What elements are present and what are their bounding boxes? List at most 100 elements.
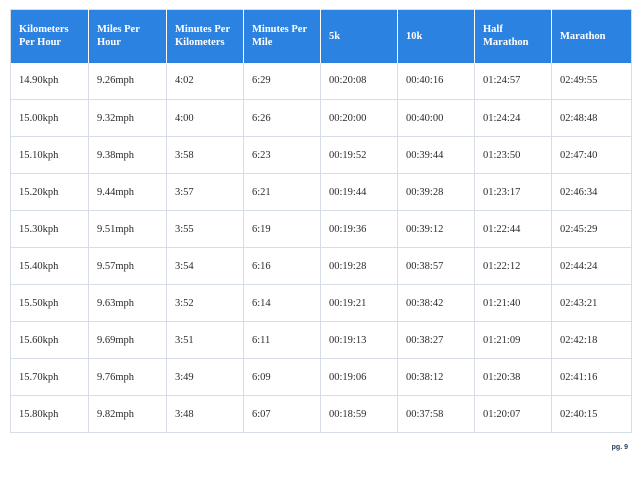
- half-marathon-time-cell: 01:21:40: [474, 284, 552, 322]
- header-row: Kilometers Per Hour Miles Per Hour Minut…: [10, 9, 632, 63]
- min-per-km-cell: 3:57: [166, 173, 244, 211]
- 10k-time-cell: 00:39:12: [397, 210, 475, 248]
- 10k-time-cell: 00:38:27: [397, 321, 475, 359]
- half-marathon-time-cell: 01:21:09: [474, 321, 552, 359]
- marathon-time-cell: 02:40:15: [551, 395, 632, 433]
- min-per-mile-cell: 6:16: [243, 247, 321, 285]
- table-row: 15.70kph 9.76mph 3:49 6:09 00:19:06 00:38:12 0…: [10, 358, 632, 396]
- header-half-marathon: Half Marathon: [474, 9, 552, 63]
- table-row: 15.50kph 9.63mph 3:52 6:14 00:19:21 00:38:42 0…: [10, 284, 632, 322]
- half-marathon-time-cell: 01:22:12: [474, 247, 552, 285]
- 10k-time-cell: 00:38:12: [397, 358, 475, 396]
- min-per-mile-cell: 6:09: [243, 358, 321, 396]
- marathon-time-cell: 02:47:40: [551, 136, 632, 174]
- 5k-time-cell: 00:19:28: [320, 247, 398, 285]
- min-per-km-cell: 3:51: [166, 321, 244, 359]
- marathon-time-cell: 02:41:16: [551, 358, 632, 396]
- 10k-time-cell: 00:39:28: [397, 173, 475, 211]
- 10k-time-cell: 00:38:57: [397, 247, 475, 285]
- min-per-km-cell: 3:48: [166, 395, 244, 433]
- 10k-time-cell: 00:38:42: [397, 284, 475, 322]
- mph-cell: 9.44mph: [88, 173, 167, 211]
- kph-cell: 15.70kph: [10, 358, 89, 396]
- kph-cell: 15.80kph: [10, 395, 89, 433]
- marathon-time-cell: 02:45:29: [551, 210, 632, 248]
- mph-cell: 9.38mph: [88, 136, 167, 174]
- table-header: Kilometers Per Hour Miles Per Hour Minut…: [10, 9, 632, 63]
- 5k-time-cell: 00:20:00: [320, 99, 398, 137]
- table-row: 15.20kph 9.44mph 3:57 6:21 00:19:44 00:39:28 0…: [10, 173, 632, 211]
- marathon-time-cell: 02:43:21: [551, 284, 632, 322]
- half-marathon-time-cell: 01:22:44: [474, 210, 552, 248]
- page-number: pg. 9: [611, 444, 628, 451]
- table-row: 15.10kph 9.38mph 3:58 6:23 00:19:52 00:39:44 0…: [10, 136, 632, 174]
- min-per-mile-cell: 6:23: [243, 136, 321, 174]
- 10k-time-cell: 00:40:16: [397, 62, 475, 100]
- half-marathon-time-cell: 01:20:38: [474, 358, 552, 396]
- marathon-time-cell: 02:42:18: [551, 321, 632, 359]
- kph-cell: 15.50kph: [10, 284, 89, 322]
- header-kilometers-per-hour: Kilometers Per Hour: [10, 9, 89, 63]
- marathon-time-cell: 02:44:24: [551, 247, 632, 285]
- half-marathon-time-cell: 01:20:07: [474, 395, 552, 433]
- kph-cell: 15.10kph: [10, 136, 89, 174]
- 5k-time-cell: 00:20:08: [320, 62, 398, 100]
- table-row: 15.30kph 9.51mph 3:55 6:19 00:19:36 00:39:12 0…: [10, 210, 632, 248]
- table-row: 15.80kph 9.82mph 3:48 6:07 00:18:59 00:37:58 0…: [10, 395, 632, 433]
- min-per-km-cell: 3:52: [166, 284, 244, 322]
- 5k-time-cell: 00:19:36: [320, 210, 398, 248]
- min-per-km-cell: 3:58: [166, 136, 244, 174]
- mph-cell: 9.32mph: [88, 99, 167, 137]
- mph-cell: 9.76mph: [88, 358, 167, 396]
- 5k-time-cell: 00:19:06: [320, 358, 398, 396]
- table-row: 15.40kph 9.57mph 3:54 6:16 00:19:28 00:38:57 0…: [10, 247, 632, 285]
- kph-cell: 15.40kph: [10, 247, 89, 285]
- pace-conversion-table: Kilometers Per Hour Miles Per Hour Minut…: [10, 9, 632, 433]
- min-per-km-cell: 3:49: [166, 358, 244, 396]
- table-row: 15.00kph 9.32mph 4:00 6:26 00:20:00 00:40:00 0…: [10, 99, 632, 137]
- header-miles-per-hour: Miles Per Hour: [88, 9, 167, 63]
- mph-cell: 9.26mph: [88, 62, 167, 100]
- kph-cell: 15.20kph: [10, 173, 89, 211]
- 5k-time-cell: 00:19:52: [320, 136, 398, 174]
- min-per-mile-cell: 6:29: [243, 62, 321, 100]
- min-per-mile-cell: 6:19: [243, 210, 321, 248]
- table-row: 14.90kph 9.26mph 4:02 6:29 00:20:08 00:40:16 0…: [10, 62, 632, 100]
- kph-cell: 14.90kph: [10, 62, 89, 100]
- 10k-time-cell: 00:40:00: [397, 99, 475, 137]
- 5k-time-cell: 00:18:59: [320, 395, 398, 433]
- half-marathon-time-cell: 01:23:17: [474, 173, 552, 211]
- min-per-km-cell: 4:00: [166, 99, 244, 137]
- min-per-mile-cell: 6:21: [243, 173, 321, 211]
- mph-cell: 9.57mph: [88, 247, 167, 285]
- min-per-km-cell: 3:55: [166, 210, 244, 248]
- min-per-mile-cell: 6:07: [243, 395, 321, 433]
- marathon-time-cell: 02:48:48: [551, 99, 632, 137]
- min-per-km-cell: 3:54: [166, 247, 244, 285]
- marathon-time-cell: 02:49:55: [551, 62, 632, 100]
- kph-cell: 15.30kph: [10, 210, 89, 248]
- kph-cell: 15.60kph: [10, 321, 89, 359]
- half-marathon-time-cell: 01:23:50: [474, 136, 552, 174]
- half-marathon-time-cell: 01:24:24: [474, 99, 552, 137]
- table-row: 15.60kph 9.69mph 3:51 6:11 00:19:13 00:38:27 0…: [10, 321, 632, 359]
- min-per-mile-cell: 6:11: [243, 321, 321, 359]
- min-per-km-cell: 4:02: [166, 62, 244, 100]
- marathon-time-cell: 02:46:34: [551, 173, 632, 211]
- mph-cell: 9.51mph: [88, 210, 167, 248]
- 10k-time-cell: 00:37:58: [397, 395, 475, 433]
- header-minutes-per-kilometer: Minutes Per Kilometers: [166, 9, 244, 63]
- 10k-time-cell: 00:39:44: [397, 136, 475, 174]
- mph-cell: 9.82mph: [88, 395, 167, 433]
- kph-cell: 15.00kph: [10, 99, 89, 137]
- min-per-mile-cell: 6:14: [243, 284, 321, 322]
- header-10k: 10k: [397, 9, 475, 63]
- 5k-time-cell: 00:19:44: [320, 173, 398, 211]
- header-5k: 5k: [320, 9, 398, 63]
- min-per-mile-cell: 6:26: [243, 99, 321, 137]
- mph-cell: 9.69mph: [88, 321, 167, 359]
- mph-cell: 9.63mph: [88, 284, 167, 322]
- 5k-time-cell: 00:19:13: [320, 321, 398, 359]
- header-minutes-per-mile: Minutes Per Mile: [243, 9, 321, 63]
- header-marathon: Marathon: [551, 9, 632, 63]
